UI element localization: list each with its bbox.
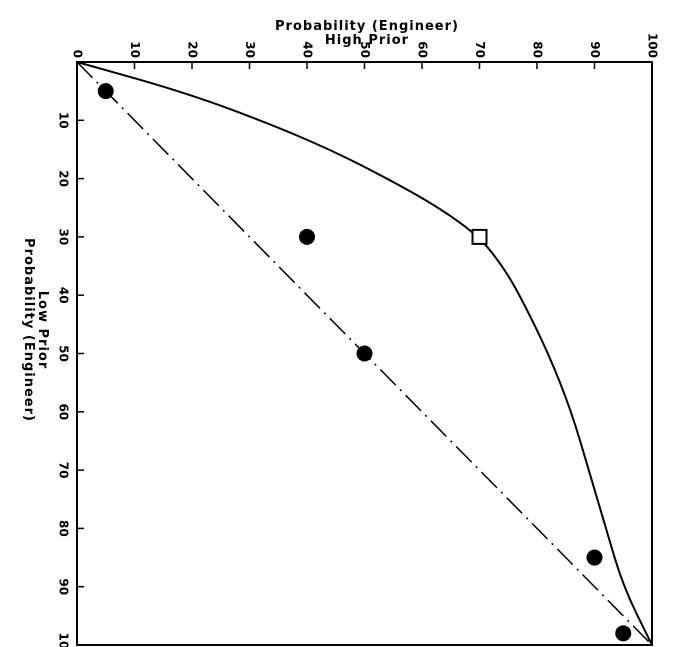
top-tick-label: 100 <box>646 33 660 58</box>
top-tick-label: 50 <box>358 41 372 58</box>
left-tick-label: 10 <box>57 112 71 129</box>
left-tick-label: 70 <box>57 462 71 479</box>
top-axis-label-line1: Probability (Engineer) <box>275 19 459 34</box>
top-axis-ticks: 0 10 20 30 40 50 60 70 80 90 100 <box>71 33 660 69</box>
filled-circle-point <box>299 228 315 245</box>
left-tick-label: 90 <box>57 578 71 595</box>
top-axis-label-line2: High Prior <box>325 33 409 48</box>
top-tick-label: 0 <box>71 50 85 58</box>
left-axis-label-line2: Low Prior <box>35 291 50 370</box>
open-square-point <box>471 228 488 245</box>
filled-circle-point <box>615 625 632 642</box>
top-tick-label: 40 <box>301 41 315 58</box>
top-tick-label: 60 <box>416 41 430 58</box>
left-tick-label: 80 <box>57 520 71 537</box>
filled-circle-point <box>356 345 373 362</box>
data-points <box>97 83 632 642</box>
left-tick-label: 30 <box>57 229 71 246</box>
filled-circle-point <box>97 83 114 100</box>
left-tick-label: 50 <box>57 345 71 362</box>
top-tick-label: 30 <box>243 41 257 58</box>
left-axis-label-line1: Probability (Engineer) <box>21 238 36 422</box>
left-tick-label: 100 <box>57 632 71 647</box>
top-tick-label: 10 <box>128 41 142 58</box>
left-axis-title: Probability (Engineer) Low Prior <box>21 238 50 422</box>
top-tick-label: 80 <box>531 41 545 58</box>
filled-circle-point <box>586 549 603 566</box>
left-tick-label: 60 <box>57 403 71 420</box>
top-tick-label: 90 <box>588 41 602 58</box>
top-axis-title: Probability (Engineer) High Prior <box>275 19 459 48</box>
solid-curve <box>76 61 653 646</box>
left-tick-label: 20 <box>57 170 71 187</box>
left-axis-ticks: 10 20 30 40 50 60 70 80 90 100 <box>57 112 84 647</box>
top-tick-label: 20 <box>186 41 200 58</box>
top-tick-label: 70 <box>473 41 487 58</box>
left-tick-label: 40 <box>57 287 71 304</box>
